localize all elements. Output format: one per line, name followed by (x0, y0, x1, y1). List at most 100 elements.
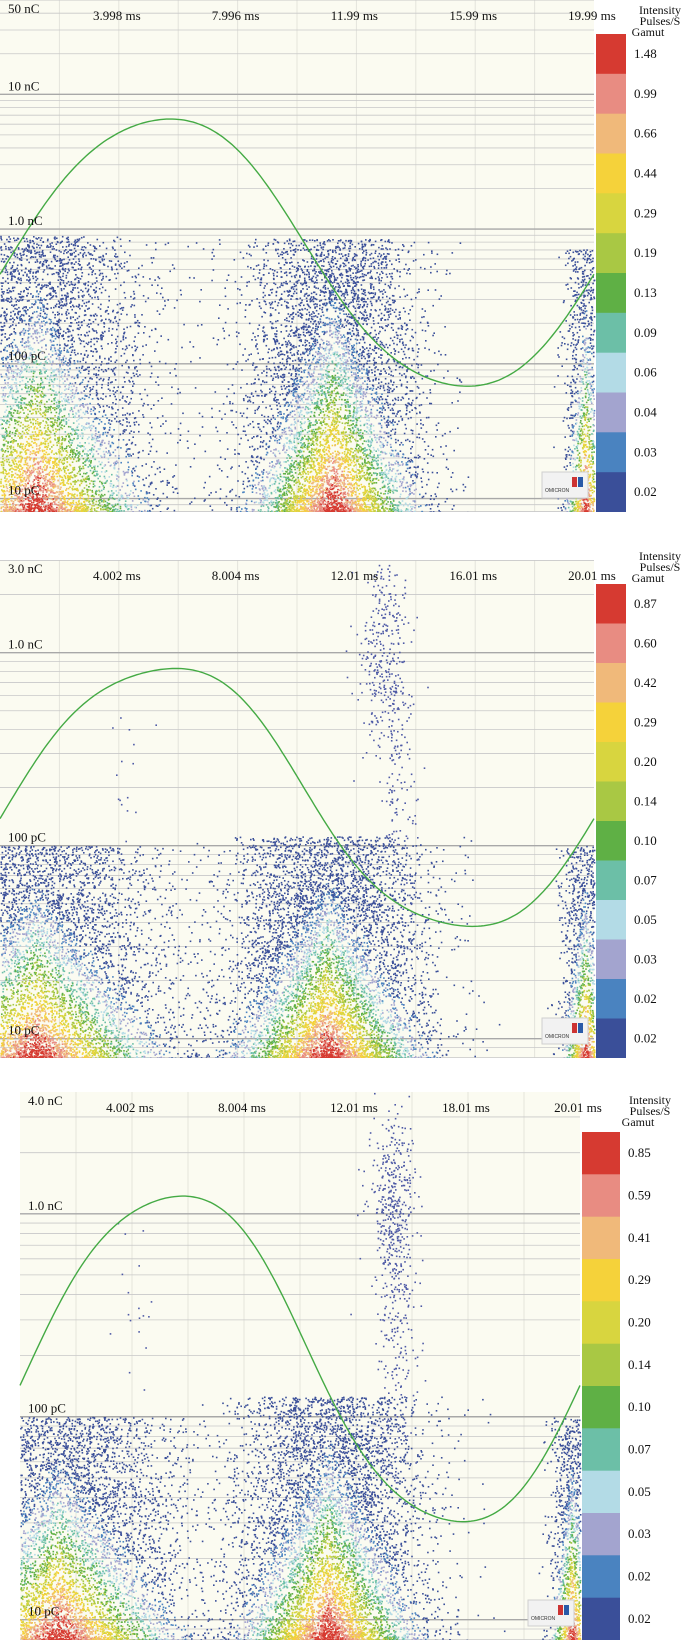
pd-point (102, 335, 105, 337)
pd-point (75, 390, 77, 392)
pd-point (121, 495, 124, 498)
pd-point (39, 485, 41, 488)
pd-point (344, 342, 346, 344)
pd-point (68, 402, 71, 404)
pd-point (23, 463, 25, 466)
pd-point (70, 351, 73, 353)
pd-point (25, 358, 28, 360)
pd-point (61, 502, 64, 505)
pd-point (28, 347, 30, 350)
pd-point (3, 310, 6, 313)
pd-point (68, 269, 70, 272)
pd-point (6, 291, 9, 294)
pd-point (67, 374, 70, 376)
pd-point (177, 428, 180, 430)
pd-point (47, 505, 49, 508)
pd-point (23, 237, 25, 240)
pd-point (91, 491, 94, 493)
pd-point (65, 467, 67, 469)
pd-point (6, 313, 8, 316)
pd-point (344, 387, 347, 389)
pd-point (86, 506, 89, 509)
pd-point (129, 381, 131, 383)
pd-point (18, 463, 21, 466)
pd-point (67, 492, 70, 494)
pd-point (49, 441, 52, 444)
pd-point (76, 510, 78, 512)
pd-point (9, 390, 11, 393)
pd-point (40, 401, 43, 404)
pd-point (36, 316, 38, 318)
pd-point (35, 478, 37, 480)
pd-point (100, 338, 103, 341)
pd-point (34, 250, 36, 252)
pd-point (58, 405, 61, 408)
pd-point (0, 299, 3, 301)
pd-point (131, 392, 134, 394)
pd-point (80, 266, 83, 269)
pd-point (2, 499, 4, 502)
pd-point (38, 505, 40, 507)
pd-point (91, 427, 93, 430)
pd-point (64, 385, 66, 388)
pd-point (81, 455, 83, 457)
pd-point (39, 386, 41, 389)
pd-point (49, 329, 51, 331)
pd-point (64, 380, 66, 382)
pd-point (83, 472, 85, 475)
pd-point (103, 493, 106, 496)
pd-point (60, 352, 62, 354)
pd-point (2, 393, 5, 395)
pd-point (42, 367, 45, 369)
pd-point (27, 442, 29, 445)
pd-point (77, 509, 80, 512)
pd-point (48, 434, 51, 436)
pd-point (116, 471, 119, 473)
pd-point (59, 445, 62, 448)
pd-point (65, 383, 67, 386)
pd-point (31, 349, 34, 351)
pd-point (53, 379, 56, 381)
pd-point (30, 508, 32, 511)
pd-point (187, 245, 189, 248)
pd-point (44, 424, 47, 427)
pd-point (37, 467, 40, 469)
pd-point (63, 250, 66, 252)
pd-point (33, 311, 36, 313)
pd-point (150, 257, 153, 259)
pd-point (126, 261, 128, 263)
pd-point (45, 498, 47, 500)
pd-point (112, 506, 115, 509)
pd-point (2, 427, 4, 429)
pd-point (59, 379, 61, 382)
pd-point (29, 378, 31, 381)
pd-point (1, 307, 4, 309)
pd-point (41, 278, 44, 281)
pd-point (133, 421, 135, 424)
pd-point (95, 500, 98, 503)
pd-point (130, 397, 132, 400)
pd-point (30, 385, 32, 387)
pd-point (44, 414, 47, 417)
pd-point (37, 391, 39, 393)
pd-point (46, 307, 49, 310)
pd-point (61, 313, 63, 316)
pd-point (40, 321, 43, 324)
pd-point (39, 312, 42, 315)
pd-point (70, 472, 72, 474)
pd-point (119, 302, 121, 305)
pd-point (122, 430, 125, 432)
pd-point (154, 473, 157, 476)
pd-point (55, 464, 57, 466)
pd-point (40, 443, 43, 445)
pd-point (72, 329, 74, 332)
pd-point (114, 273, 116, 275)
pd-point (44, 446, 46, 448)
pd-point (101, 461, 103, 464)
pd-point (53, 378, 56, 380)
pd-point (72, 500, 75, 502)
pd-point (38, 389, 41, 392)
pd-point (106, 405, 108, 407)
pd-point (15, 457, 17, 459)
pd-point (153, 461, 155, 463)
